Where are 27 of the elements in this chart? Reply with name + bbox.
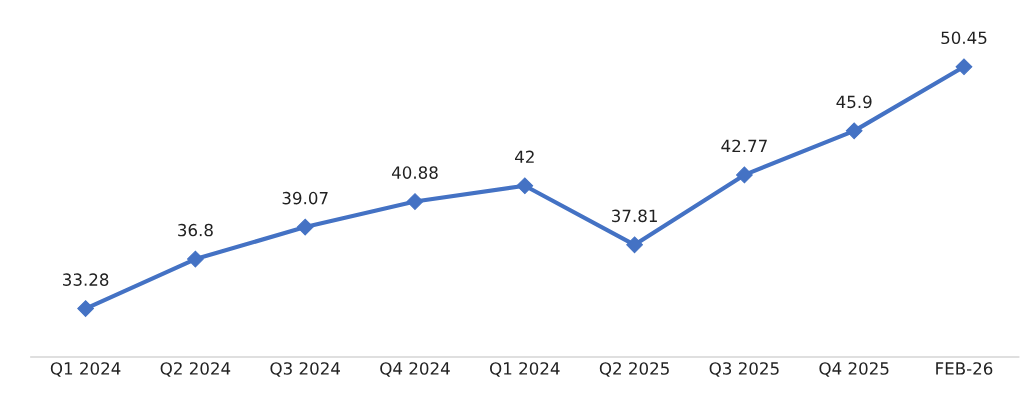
data-label: 50.45 — [941, 31, 987, 45]
point — [955, 58, 973, 76]
data-label: 42.77 — [721, 139, 767, 153]
data-label: 42 — [515, 150, 534, 163]
data-label: 39.07 — [282, 191, 328, 205]
data-label: 37.81 — [612, 209, 657, 223]
x-tick-label: Q3 2025 — [709, 362, 779, 377]
x-tick-label: Q1 2024 — [490, 362, 560, 377]
data-label: 33.28 — [63, 273, 109, 286]
x-tick-label: Q1 2024 — [50, 362, 121, 377]
x-tick-label: Q4 2024 — [380, 362, 450, 377]
point — [845, 122, 863, 140]
x-tick-label: Q2 2025 — [599, 362, 669, 377]
x-tick-label: Q2 2024 — [160, 362, 231, 377]
point — [296, 218, 314, 236]
x-tick-label: FEB-26 — [936, 362, 993, 375]
point — [736, 166, 753, 184]
point — [406, 193, 424, 210]
point — [77, 300, 94, 317]
point — [516, 177, 534, 195]
x-tick-label: Q3 2024 — [270, 362, 340, 377]
data-label: 45.9 — [836, 95, 872, 109]
point — [187, 250, 204, 268]
data-label: 40.88 — [391, 166, 438, 179]
data-label: 36.8 — [178, 223, 213, 237]
x-tick-label: Q4 2025 — [819, 362, 889, 377]
point — [626, 236, 643, 254]
